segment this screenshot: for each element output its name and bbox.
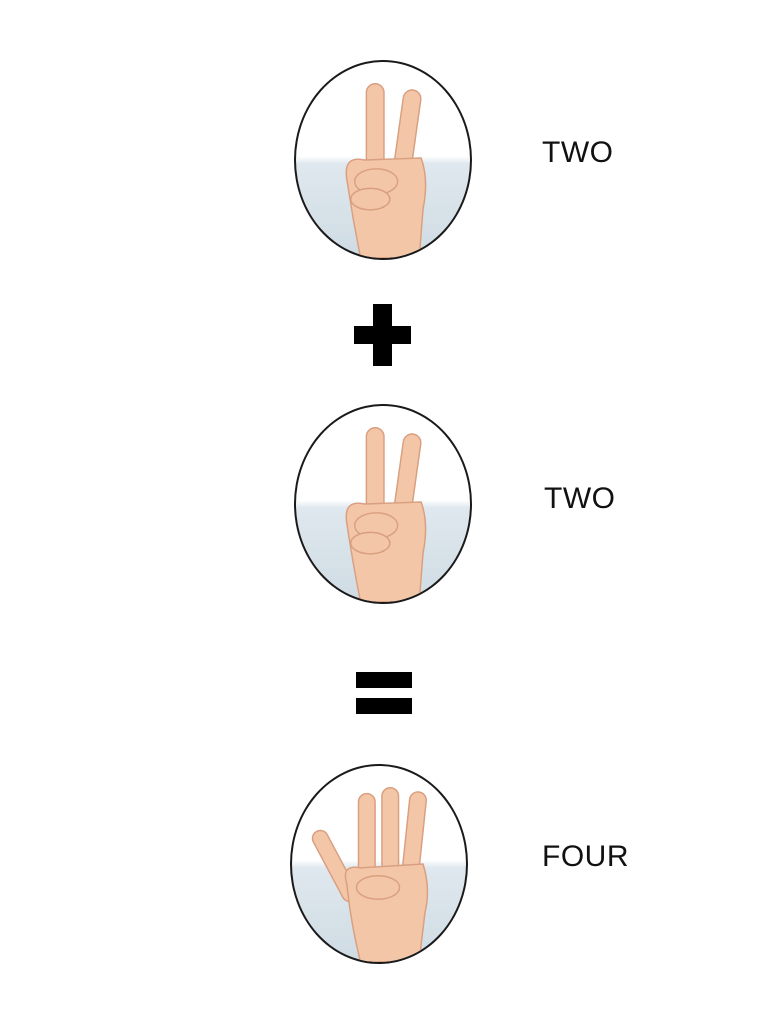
hand-four-fingers-image [290,764,468,964]
two-finger-hand-icon [345,427,427,602]
four-finger-hand-icon [311,787,429,962]
label-second-operand: TWO [544,482,616,515]
label-result: FOUR [542,840,629,873]
label-first-operand: TWO [542,136,614,169]
two-finger-hand-icon [345,83,427,258]
hand-two-fingers-middle-image [294,404,472,604]
hand-two-fingers-top-image [294,60,472,260]
